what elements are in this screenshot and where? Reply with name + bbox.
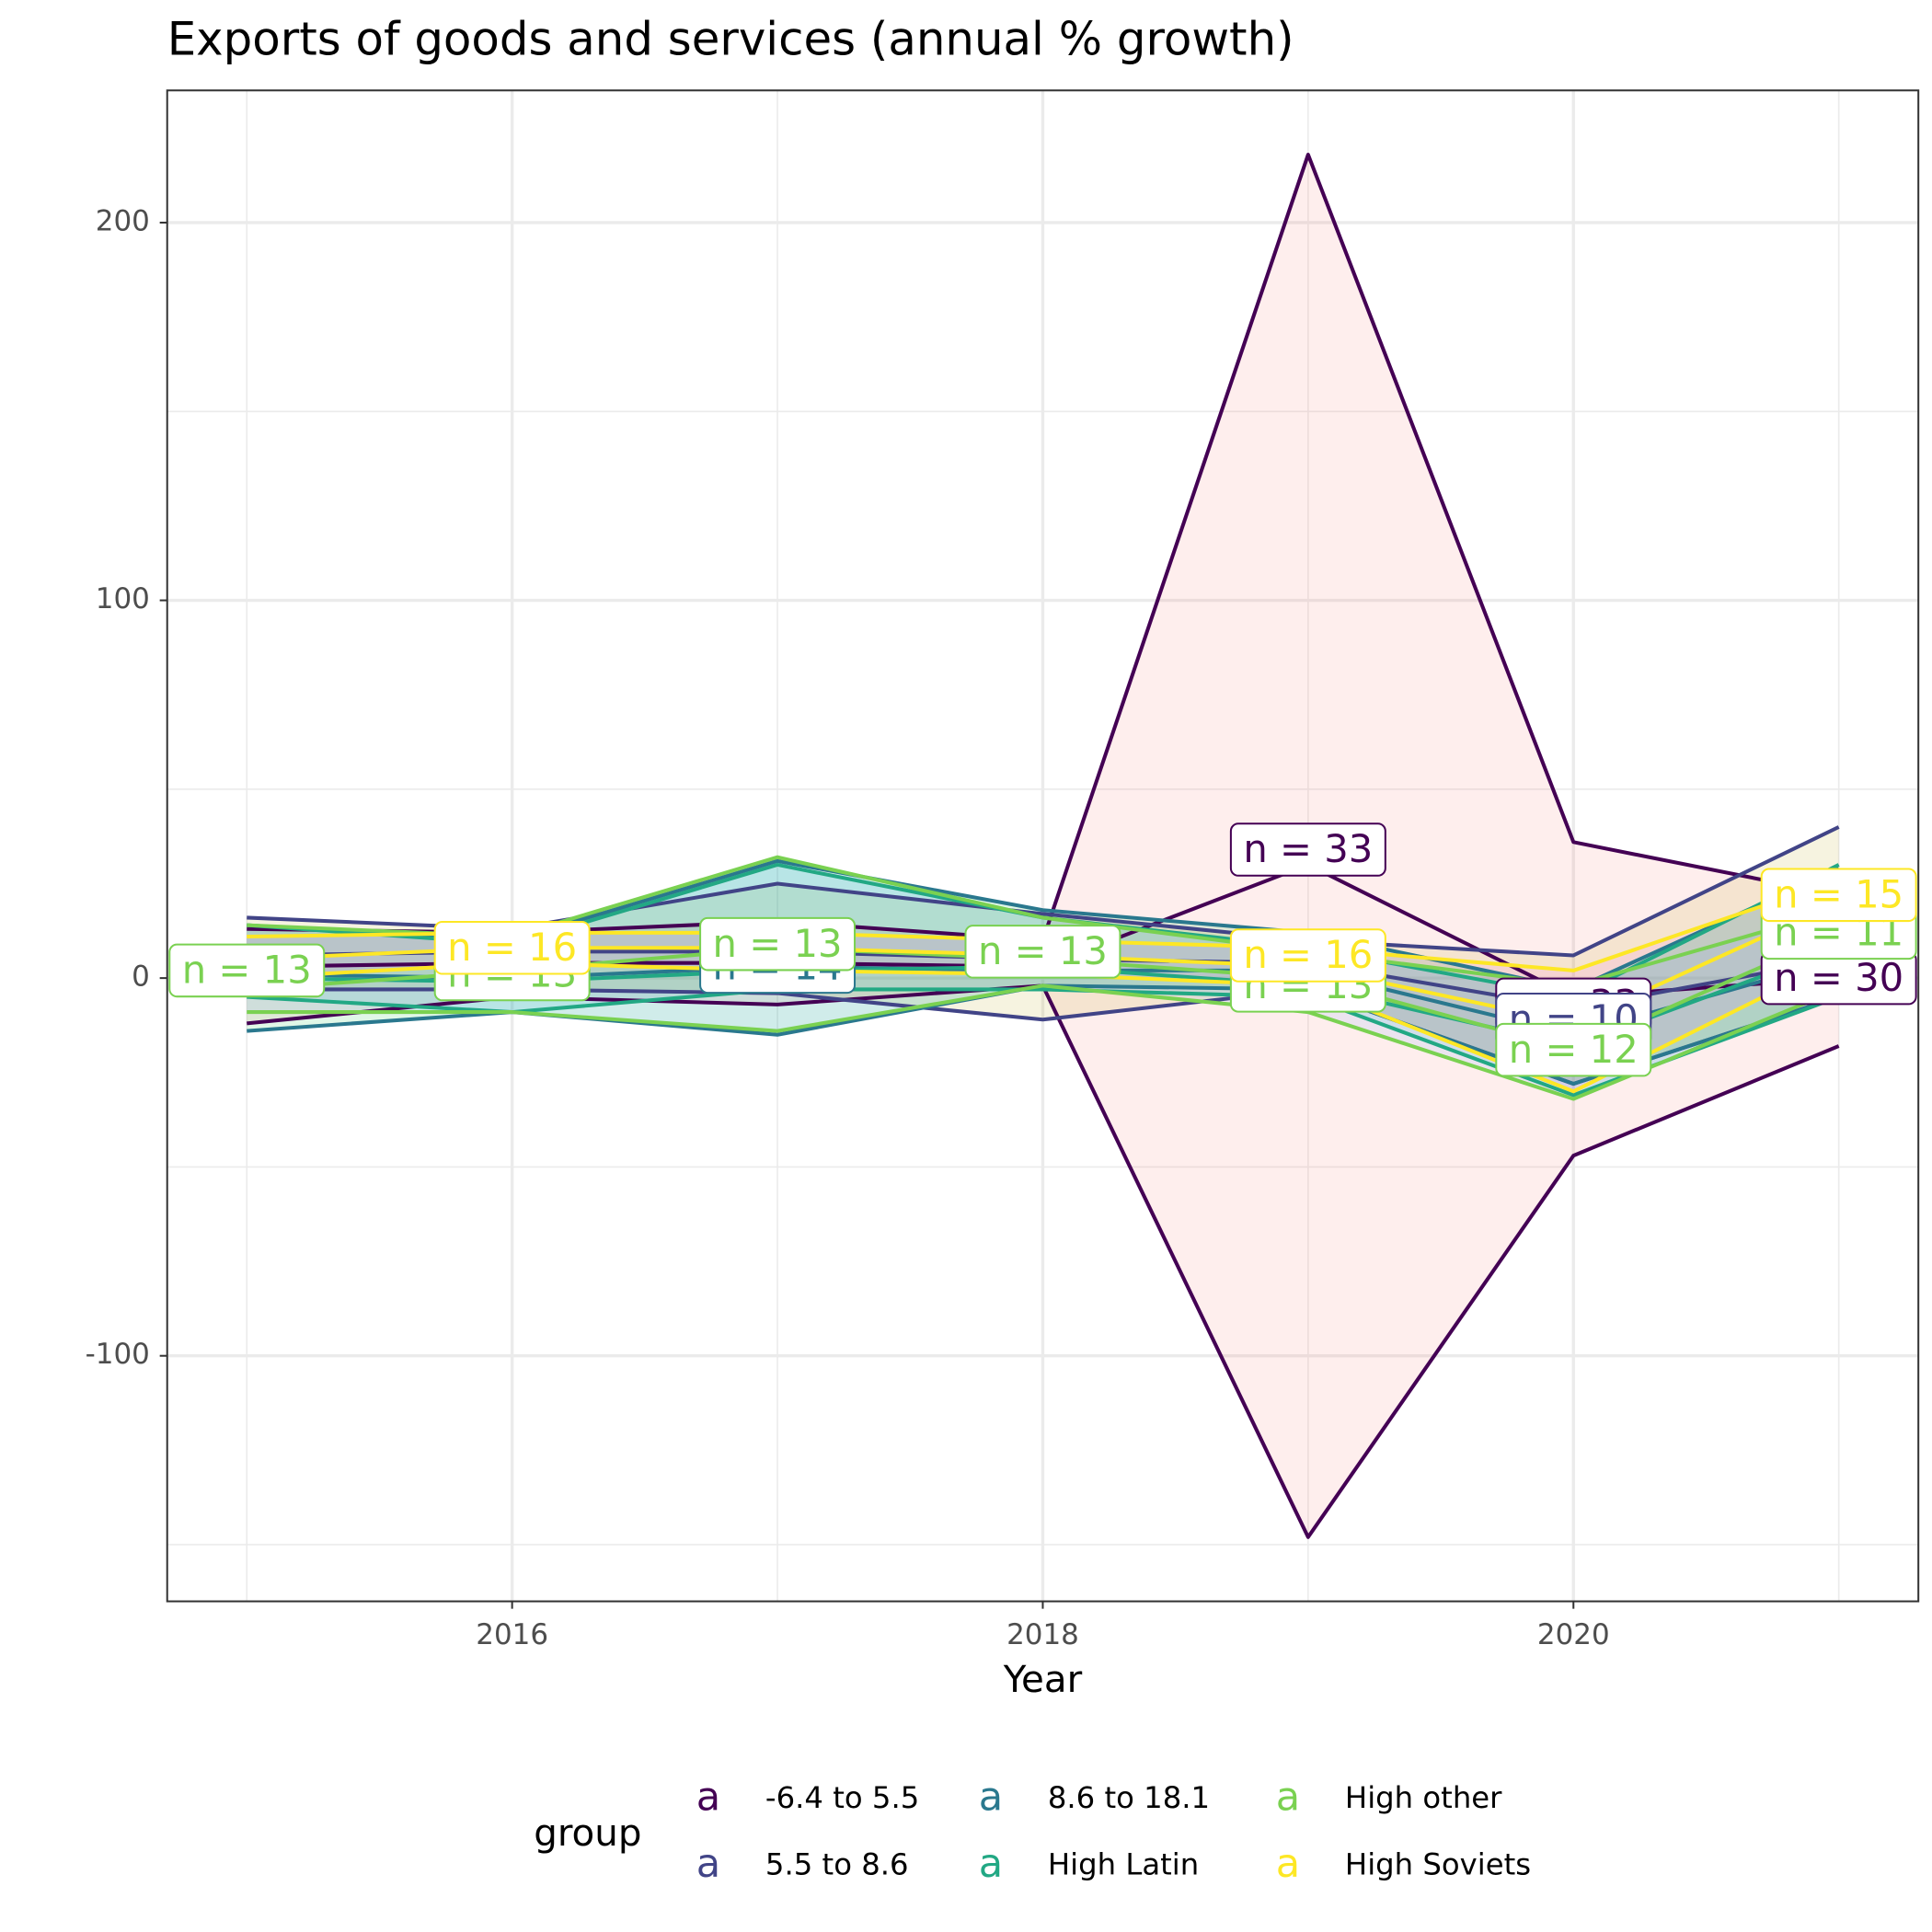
y-tick-label: 100 — [96, 582, 150, 615]
legend-label: High Latin — [1048, 1847, 1199, 1882]
annotation-box — [433, 920, 591, 975]
legend-key: a — [696, 1841, 720, 1887]
annotation: n = 16 — [433, 920, 591, 975]
annotation-box — [1495, 1022, 1652, 1077]
legend-label: High other — [1345, 1780, 1502, 1815]
legend-label: 8.6 to 18.1 — [1048, 1780, 1210, 1815]
annotation-label: n = 16 — [447, 925, 577, 970]
annotation-label: n = 16 — [1243, 932, 1373, 977]
annotation: n = 33 — [1229, 822, 1386, 877]
x-axis-title: Year — [1003, 1658, 1083, 1701]
x-tick-label: 2018 — [1006, 1618, 1079, 1651]
legend-label: High Soviets — [1345, 1847, 1531, 1882]
legend-key: a — [979, 1841, 1003, 1887]
data-layer: n = 33n = 33n = 30n = 10n = 14n = 13n = … — [168, 153, 1917, 1539]
annotation-box — [168, 943, 326, 998]
legend-key: a — [979, 1774, 1003, 1820]
legend-label: 5.5 to 8.6 — [765, 1847, 909, 1882]
annotation-label: n = 12 — [1509, 1027, 1639, 1072]
annotation: n = 12 — [1495, 1022, 1652, 1077]
chart-title: Exports of goods and services (annual % … — [167, 12, 1294, 65]
annotation: n = 15 — [1760, 868, 1917, 923]
annotation-box — [964, 925, 1121, 979]
annotation: n = 13 — [168, 943, 326, 998]
annotation-box — [1229, 928, 1386, 983]
x-tick-label: 2016 — [476, 1618, 548, 1651]
annotation: n = 13 — [699, 916, 857, 972]
grid — [167, 90, 1919, 1602]
annotation-label: n = 13 — [713, 921, 843, 966]
ribbon-edge — [247, 983, 1840, 1101]
annotation-label: n = 15 — [1774, 871, 1903, 916]
annotation-box — [699, 916, 857, 972]
annotation-label: n = 13 — [978, 928, 1108, 973]
annotation-label: n = 13 — [182, 948, 312, 993]
annotation: n = 16 — [1229, 928, 1386, 983]
legend-key: a — [1276, 1774, 1300, 1820]
annotation-box — [1760, 868, 1917, 923]
annotation-box — [1229, 822, 1386, 877]
annotation-label: n = 33 — [1243, 826, 1373, 871]
annotation: n = 30 — [1760, 950, 1917, 1006]
panel-border — [166, 89, 1920, 1603]
x-tick-label: 2020 — [1537, 1618, 1610, 1651]
legend-key: a — [696, 1774, 720, 1820]
y-tick-label: 200 — [96, 204, 150, 237]
legend-title: group — [534, 1811, 641, 1855]
legend-label: -6.4 to 5.5 — [765, 1780, 919, 1815]
annotation-label: n = 30 — [1774, 955, 1903, 1000]
y-tick-label: 0 — [132, 960, 150, 994]
y-tick-label: -100 — [86, 1338, 150, 1371]
legend-key: a — [1276, 1841, 1300, 1887]
annotation: n = 13 — [964, 925, 1121, 979]
